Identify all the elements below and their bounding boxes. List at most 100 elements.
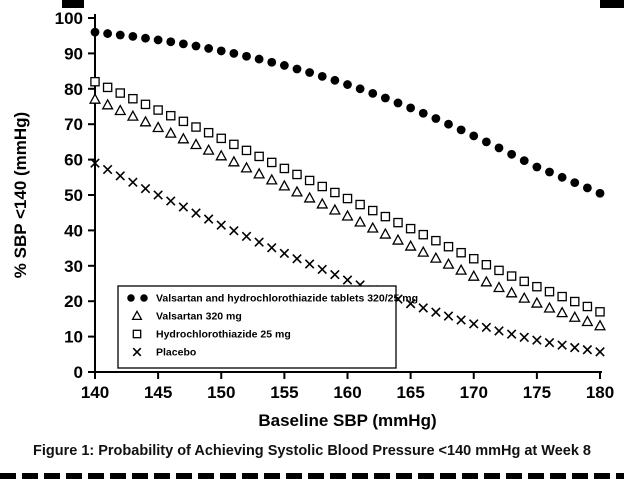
square-marker-icon	[304, 175, 315, 186]
circle-marker-icon	[582, 183, 592, 193]
square-marker-icon	[367, 205, 378, 216]
circle-marker-icon	[368, 89, 378, 98]
circle-marker-icon	[141, 33, 150, 43]
x-marker-icon	[132, 347, 142, 357]
square-marker-icon	[519, 276, 530, 287]
x-tick-label: 180	[586, 383, 614, 402]
square-marker-icon	[570, 296, 580, 307]
y-tick-label: 80	[64, 80, 83, 99]
circle-marker-icon	[418, 108, 428, 118]
circle-marker-icon	[406, 103, 416, 113]
triangle-marker-icon	[101, 98, 114, 110]
circle-marker-icon	[127, 294, 135, 302]
legend-label: Valsartan and hydrochlorothiazide tablet…	[156, 293, 418, 305]
x-marker-icon	[178, 202, 189, 212]
x-marker-icon	[128, 177, 138, 188]
y-tick-label: 20	[64, 292, 83, 311]
triangle-marker-icon	[253, 167, 266, 179]
triangle-marker-icon	[455, 263, 468, 275]
x-marker-icon	[443, 311, 454, 321]
square-marker-icon	[229, 139, 239, 150]
x-tick-label: 165	[396, 383, 424, 402]
square-marker-icon	[393, 217, 403, 228]
square-marker-icon	[481, 259, 492, 270]
triangle-marker-icon	[429, 251, 442, 263]
circle-marker-icon	[570, 178, 580, 188]
square-marker-icon	[506, 271, 517, 281]
x-marker-icon	[266, 242, 277, 253]
scan-artifact-bottom	[0, 473, 624, 479]
triangle-marker-icon	[131, 309, 143, 321]
square-marker-icon	[380, 211, 391, 222]
x-marker-icon	[582, 344, 593, 355]
series-1	[89, 92, 606, 331]
x-tick-label: 160	[333, 383, 361, 402]
x-marker-icon	[203, 214, 214, 224]
legend-label: Placebo	[156, 347, 196, 359]
circle-marker-icon	[153, 35, 163, 45]
circle-marker-icon	[481, 137, 491, 147]
square-marker-icon	[266, 157, 277, 168]
square-marker-icon	[140, 99, 151, 110]
series-3	[90, 158, 605, 357]
x-marker-icon	[330, 269, 340, 280]
x-marker-icon	[279, 248, 290, 259]
square-marker-icon	[128, 93, 138, 104]
circle-marker-icon	[254, 54, 264, 64]
triangle-marker-icon	[126, 109, 139, 121]
x-marker-icon	[506, 329, 517, 339]
triangle-marker-icon	[594, 319, 606, 331]
y-tick-label: 70	[64, 115, 83, 134]
x-marker-icon	[532, 335, 542, 345]
y-tick-label: 10	[64, 328, 83, 347]
square-marker-icon	[418, 229, 428, 240]
triangle-marker-icon	[202, 143, 215, 155]
x-marker-icon	[229, 225, 239, 236]
legend-label: Hydrochlorothiazide 25 mg	[156, 329, 291, 341]
x-marker-icon	[102, 164, 113, 175]
x-marker-icon	[115, 171, 126, 181]
x-tick-label: 170	[460, 383, 488, 402]
triangle-marker-icon	[480, 275, 493, 287]
circle-marker-icon	[115, 30, 125, 40]
square-marker-icon	[279, 163, 290, 174]
triangle-marker-icon	[366, 221, 379, 233]
circle-marker-icon	[532, 162, 542, 172]
circle-marker-icon	[431, 114, 441, 123]
triangle-marker-icon	[265, 173, 278, 185]
x-marker-icon	[165, 196, 176, 206]
triangle-marker-icon	[568, 310, 581, 322]
triangle-marker-icon	[354, 215, 367, 227]
triangle-marker-icon	[227, 155, 240, 167]
x-marker-icon	[544, 337, 555, 348]
y-tick-label: 90	[64, 44, 83, 63]
triangle-marker-icon	[493, 281, 505, 293]
circle-marker-icon	[380, 93, 390, 103]
square-marker-icon	[456, 247, 466, 258]
square-marker-icon	[90, 76, 100, 87]
series-2	[90, 76, 605, 317]
y-tick-label: 0	[74, 363, 83, 382]
square-marker-icon	[132, 329, 142, 339]
circle-marker-icon	[140, 294, 148, 302]
triangle-marker-icon	[379, 227, 392, 239]
triangle-marker-icon	[164, 126, 177, 138]
x-marker-icon	[569, 342, 580, 353]
square-marker-icon	[557, 291, 567, 302]
y-tick-label: 60	[64, 151, 83, 170]
circle-marker-icon	[507, 149, 517, 159]
triangle-marker-icon	[556, 306, 569, 318]
triangle-marker-icon	[291, 185, 303, 197]
circle-marker-icon	[279, 61, 289, 70]
square-marker-icon	[254, 151, 264, 162]
square-marker-icon	[595, 307, 605, 317]
square-marker-icon	[582, 301, 593, 312]
x-marker-icon	[292, 253, 302, 264]
circle-marker-icon	[292, 64, 302, 74]
triangle-marker-icon	[442, 257, 455, 269]
circle-marker-icon	[469, 131, 479, 141]
circle-marker-icon	[330, 75, 340, 85]
x-marker-icon	[254, 237, 264, 247]
square-marker-icon	[330, 187, 340, 198]
square-marker-icon	[292, 169, 302, 180]
